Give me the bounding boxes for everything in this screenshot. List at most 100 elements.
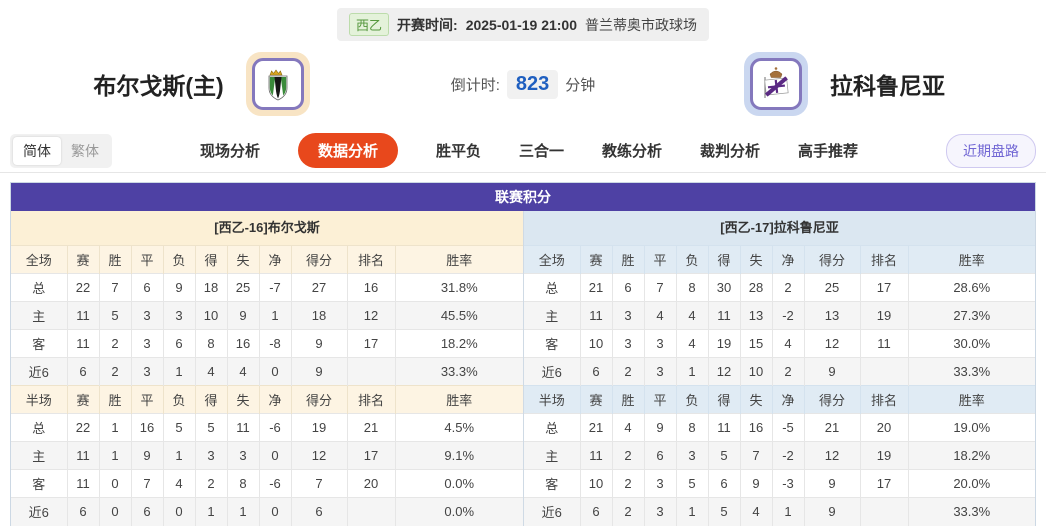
table-cell: 2 [99, 329, 132, 358]
tab-expert-picks[interactable]: 高手推荐 [798, 143, 859, 160]
table-cell: 8 [676, 273, 709, 302]
table-cell: 12 [804, 329, 861, 358]
table-cell: 11 [708, 413, 741, 442]
table-cell: 18.2% [395, 329, 523, 358]
lang-simplified-button[interactable]: 简体 [13, 136, 61, 165]
table-cell: 10 [580, 469, 613, 498]
table-cell: 31.8% [395, 273, 523, 302]
table-header-cell: 平 [644, 245, 677, 274]
tab-coach-analysis[interactable]: 教练分析 [602, 143, 663, 160]
table-cell: 18 [291, 301, 348, 330]
table-cell: 12 [708, 357, 741, 386]
table-cell: 16 [347, 273, 396, 302]
table-header-cell: 胜 [612, 385, 645, 414]
table-cell: 2 [612, 469, 645, 498]
half-rows: 总 21 4 9 8 11 16 -5 21 20 19.0% 主 11 2 6 3 5 7 -2 12 19 18.2%… [524, 413, 1035, 526]
tab-data-analysis[interactable]: 数据分析 [297, 133, 398, 168]
table-cell: 20.0% [908, 469, 1035, 498]
table-header-cell: 得分 [804, 245, 861, 274]
table-cell: 0 [259, 357, 292, 386]
tab-three-in-one[interactable]: 三合一 [518, 143, 564, 160]
table-cell: 5 [163, 413, 196, 442]
match-info-banner: 西乙 开赛时间: 2025-01-19 21:00 普兰蒂奥市政球场 [0, 0, 1046, 41]
row-label: 近6 [524, 357, 581, 386]
table-cell: 1 [676, 357, 709, 386]
table-cell: 9 [227, 301, 260, 330]
match-info: 西乙 开赛时间: 2025-01-19 21:00 普兰蒂奥市政球场 [337, 8, 709, 41]
table-cell: 5 [708, 441, 741, 470]
table-row: 近6 6 0 6 0 1 1 0 6 0.0% [11, 497, 523, 526]
kickoff-label: 开赛时间: [397, 16, 458, 33]
table-header-cell: 半场 [524, 385, 581, 414]
table-cell: 6 [644, 441, 677, 470]
table-cell: 0 [259, 441, 292, 470]
table-header-cell: 赛 [67, 385, 100, 414]
table-header-cell: 半场 [11, 385, 68, 414]
table-cell: 18 [195, 273, 228, 302]
table-cell: 3 [227, 441, 260, 470]
table-cell: 5 [676, 469, 709, 498]
tab-referee-analysis[interactable]: 裁判分析 [700, 143, 761, 160]
table-header-cell: 负 [676, 385, 709, 414]
table-cell [347, 497, 396, 526]
table-cell: 7 [644, 273, 677, 302]
table-header-cell: 净 [259, 385, 292, 414]
table-cell: 8 [227, 469, 260, 498]
table-cell: 21 [580, 413, 613, 442]
table-cell: 22 [67, 273, 100, 302]
lang-traditional-button[interactable]: 繁体 [71, 142, 99, 159]
league-badge: 西乙 [349, 13, 390, 36]
table-cell: 17 [860, 469, 909, 498]
table-cell: 3 [612, 329, 645, 358]
row-label: 近6 [524, 497, 581, 526]
table-cell: 19 [860, 301, 909, 330]
tab-win-draw-loss[interactable]: 胜平负 [435, 143, 481, 160]
table-cell: 9 [163, 273, 196, 302]
away-stats-panel: [西乙-17]拉科鲁尼亚 全场赛胜平负得失净得分 排名 胜率 总 21 6 7 8 30 28 2… [523, 211, 1035, 526]
table-header-cell: 胜率 [908, 245, 1035, 274]
home-crest-icon [251, 58, 304, 110]
table-row: 总 22 7 6 9 18 25 -7 27 16 31.8% [11, 273, 523, 302]
table-cell: 4 [612, 413, 645, 442]
table-row: 主 11 5 3 3 10 9 1 18 12 45.5% [11, 301, 523, 330]
table-cell: -3 [772, 469, 805, 498]
table-cell: 11 [67, 329, 100, 358]
table-cell: -6 [259, 469, 292, 498]
table-cell: 27.3% [908, 301, 1035, 330]
full-rows: 总 22 7 6 9 18 25 -7 27 16 31.8% 主 11 5 3 3 10 9 1 18 12 45.5%… [11, 273, 523, 386]
table-cell: 2 [772, 357, 805, 386]
recent-odds-button[interactable]: 近期盘路 [946, 133, 1036, 168]
table-cell: 5 [708, 497, 741, 526]
table-cell: 0 [99, 497, 132, 526]
table-cell: 2 [99, 357, 132, 386]
table-cell: 10 [195, 301, 228, 330]
table-row: 近6 6 2 3 1 5 4 1 9 33.3% [524, 497, 1035, 526]
away-crest-icon [750, 58, 802, 110]
table-cell: 11 [860, 329, 909, 358]
table-cell: 3 [644, 469, 677, 498]
half-rows: 总 22 1 16 5 5 11 -6 19 21 4.5% 主 11 1 9 1 3 3 0 12 17 9.1% 客 11… [11, 413, 523, 526]
table-cell: 4 [676, 301, 709, 330]
tab-live-analysis[interactable]: 现场分析 [199, 143, 260, 160]
table-cell: 2 [195, 469, 228, 498]
table-cell: 2 [772, 273, 805, 302]
row-label: 客 [524, 469, 581, 498]
away-team-logo [744, 52, 808, 116]
table-cell: 16 [131, 413, 164, 442]
table-header-cell: 赛 [580, 245, 613, 274]
home-team-name: 布尔戈斯(主) [93, 73, 224, 99]
table-cell: 33.3% [908, 357, 1035, 386]
table-cell: 19.0% [908, 413, 1035, 442]
table-cell: -2 [772, 301, 805, 330]
table-header-cell: 排名 [860, 385, 909, 414]
nav-bar: 简体 繁体 现场分析 数据分析 胜平负 三合一 教练分析 裁判分析 高手推荐 近… [0, 129, 1046, 173]
table-cell: 11 [580, 301, 613, 330]
table-row: 总 21 6 7 8 30 28 2 25 17 28.6% [524, 273, 1035, 302]
table-cell: 7 [740, 441, 773, 470]
table-cell: 3 [131, 301, 164, 330]
row-label: 总 [11, 273, 68, 302]
table-header-cell: 得分 [291, 245, 348, 274]
table-header-cell: 净 [772, 245, 805, 274]
table-cell: 0 [163, 497, 196, 526]
table-cell: 21 [804, 413, 861, 442]
